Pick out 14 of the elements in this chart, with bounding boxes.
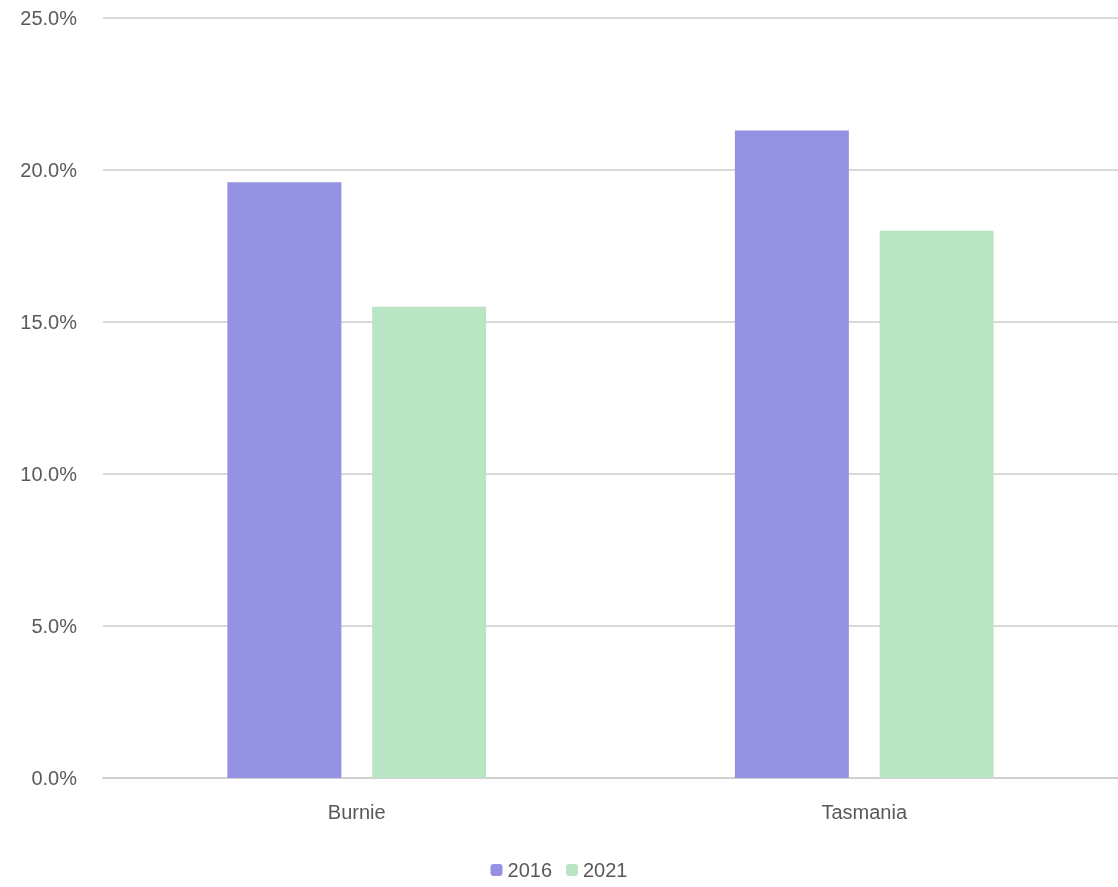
y-tick-label: 20.0% xyxy=(20,159,78,181)
y-tick-label: 25.0% xyxy=(20,7,78,29)
x-tick-label: Tasmania xyxy=(821,801,908,823)
legend-label: 2021 xyxy=(583,859,628,881)
x-tick-label: Burnie xyxy=(327,801,386,823)
y-tick-label: 5.0% xyxy=(31,615,78,637)
y-tick-label: 10.0% xyxy=(20,463,78,485)
y-tick-label: 0.0% xyxy=(31,767,78,789)
legend-label: 2016 xyxy=(507,859,553,881)
bar xyxy=(734,130,849,778)
bar xyxy=(879,230,994,778)
y-tick-label: 15.0% xyxy=(20,311,78,333)
bar xyxy=(372,306,487,778)
bar xyxy=(227,182,342,778)
